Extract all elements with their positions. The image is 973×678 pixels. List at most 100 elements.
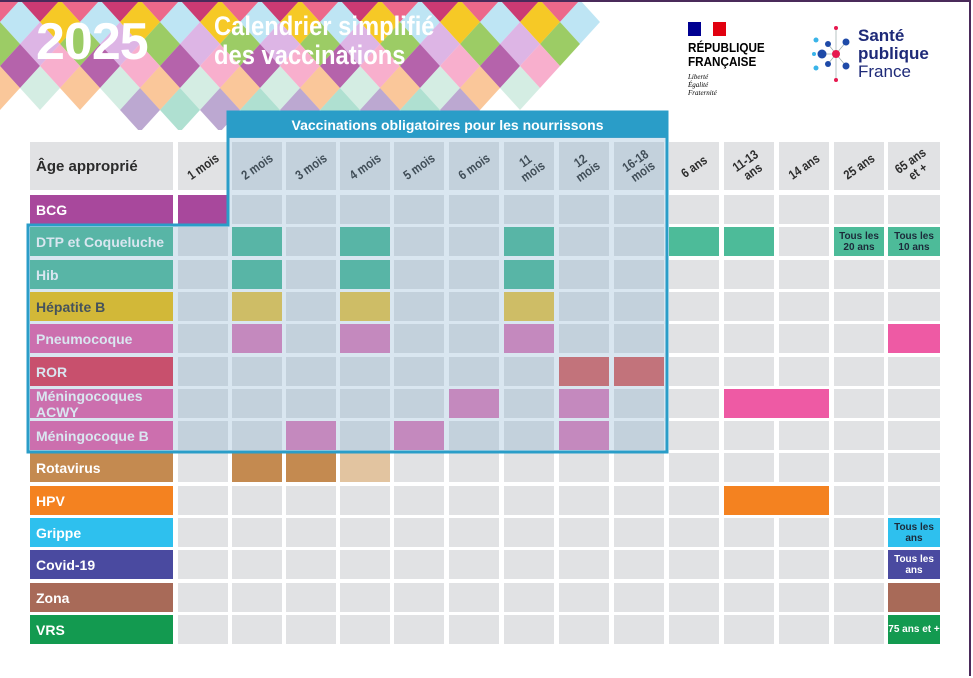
diamond-shape — [220, 0, 260, 22]
vaccination-cell-filled — [286, 453, 336, 482]
vaccination-cell-empty — [834, 357, 884, 386]
vaccination-cell-empty — [834, 453, 884, 482]
vaccination-cell-empty — [178, 486, 228, 515]
vaccination-cell-empty — [834, 583, 884, 612]
diamond-shape — [140, 0, 180, 22]
column-header-label: 5 mois — [400, 149, 438, 183]
vaccination-cell-empty — [178, 615, 228, 644]
vaccine-label: Grippe — [30, 518, 173, 547]
vaccination-cell-empty — [504, 615, 554, 644]
age-header: Âge approprié — [30, 142, 173, 190]
vaccination-cell-empty — [449, 195, 499, 224]
vaccination-cell-empty — [504, 357, 554, 386]
rf-line-1: RÉPUBLIQUE — [688, 40, 765, 55]
vaccination-cell-filled — [340, 324, 390, 353]
vaccination-cell-empty — [232, 583, 282, 612]
diamond-shape — [460, 0, 500, 22]
vaccination-cell-empty — [669, 195, 719, 224]
vaccination-cell-empty — [614, 486, 664, 515]
column-header: 11-13 ans — [724, 142, 774, 190]
vaccination-cell-empty — [779, 227, 829, 256]
vaccination-cell-empty — [614, 615, 664, 644]
vaccination-cell-empty — [449, 583, 499, 612]
vaccination-cell-empty — [232, 357, 282, 386]
diamond-shape — [420, 66, 460, 110]
vaccination-cell-empty — [232, 550, 282, 579]
vaccination-cell-empty — [340, 389, 390, 418]
vaccination-cell-filled — [669, 227, 719, 256]
vaccination-cell-empty — [286, 550, 336, 579]
vaccination-cell-empty — [669, 421, 719, 450]
diamond-shape — [300, 66, 340, 110]
vaccination-cell-empty — [724, 324, 774, 353]
diamond-shape — [20, 66, 60, 110]
vaccination-cell-empty — [669, 550, 719, 579]
vaccine-label: Hépatite B — [30, 292, 173, 321]
mandatory-vaccinations-banner: Vaccinations obligatoires pour les nourr… — [228, 112, 667, 138]
diamond-shape — [360, 44, 400, 88]
diamond-shape — [380, 0, 420, 22]
vaccination-cell-empty — [504, 453, 554, 482]
vaccination-cell-empty — [669, 292, 719, 321]
vaccination-cell-empty — [449, 421, 499, 450]
diamond-shape — [520, 44, 560, 88]
vaccination-cell-empty — [559, 550, 609, 579]
vaccination-cell-empty — [504, 518, 554, 547]
diamond-shape — [0, 66, 20, 110]
vaccination-cell-empty — [394, 615, 444, 644]
vaccination-cell-empty — [340, 195, 390, 224]
vaccination-cell-empty — [724, 550, 774, 579]
column-header: 16-18 mois — [614, 142, 664, 190]
vaccination-cell-empty — [449, 486, 499, 515]
vaccination-cell-empty — [614, 550, 664, 579]
vaccination-cell-empty — [779, 324, 829, 353]
vaccination-cell-filled — [232, 227, 282, 256]
vaccination-cell-empty — [504, 421, 554, 450]
vaccination-cell-empty — [394, 324, 444, 353]
vaccination-cell-empty — [504, 583, 554, 612]
vaccination-cell-empty — [559, 486, 609, 515]
vaccination-cell-empty — [724, 453, 774, 482]
vaccination-cell-empty — [340, 615, 390, 644]
vaccination-cell-empty — [340, 357, 390, 386]
vaccination-cell-empty — [779, 615, 829, 644]
vaccination-cell-empty — [340, 518, 390, 547]
vaccination-cell-empty — [232, 486, 282, 515]
vaccination-cell-empty — [834, 615, 884, 644]
vaccination-cell-filled — [178, 195, 228, 224]
vaccination-cell-empty — [286, 389, 336, 418]
vaccination-cell-empty — [779, 518, 829, 547]
vaccination-cell-empty — [504, 195, 554, 224]
column-header: 65 ans et + — [888, 142, 940, 190]
vaccination-cell-empty — [669, 260, 719, 289]
vaccination-cell-empty — [394, 195, 444, 224]
vaccination-cell-empty — [614, 260, 664, 289]
vaccine-label: Hib — [30, 260, 173, 289]
vaccination-cell-empty — [724, 292, 774, 321]
vaccination-cell-empty — [394, 453, 444, 482]
vaccination-cell-filled — [888, 583, 940, 612]
vaccination-cell-filled — [504, 292, 554, 321]
column-header: 6 ans — [669, 142, 719, 190]
vaccination-cell-empty — [888, 195, 940, 224]
vaccination-cell-empty — [178, 324, 228, 353]
vaccine-label: Méningocoques ACWY — [30, 388, 173, 420]
column-header-label: 12 mois — [570, 151, 603, 185]
vaccination-cell-empty — [669, 324, 719, 353]
vaccination-cell-empty — [178, 260, 228, 289]
vaccination-cell-empty — [669, 486, 719, 515]
vaccination-cell-empty — [888, 421, 940, 450]
column-header-label: 4 mois — [346, 149, 384, 183]
vaccination-cell-filled — [340, 453, 390, 482]
diamond-shape — [180, 0, 220, 22]
diamond-shape — [20, 0, 60, 22]
vaccine-label: VRS — [30, 615, 173, 644]
column-header: 11 mois — [504, 142, 554, 190]
diamond-shape — [0, 22, 20, 66]
column-header: 2 mois — [232, 142, 282, 190]
diamond-shape — [160, 44, 200, 88]
vaccination-cell-empty — [286, 583, 336, 612]
republique-francaise-logo: RÉPUBLIQUE FRANÇAISE Liberté Égalité Fra… — [688, 22, 773, 97]
vaccination-cell-empty — [724, 518, 774, 547]
diamond-shape — [460, 66, 500, 110]
